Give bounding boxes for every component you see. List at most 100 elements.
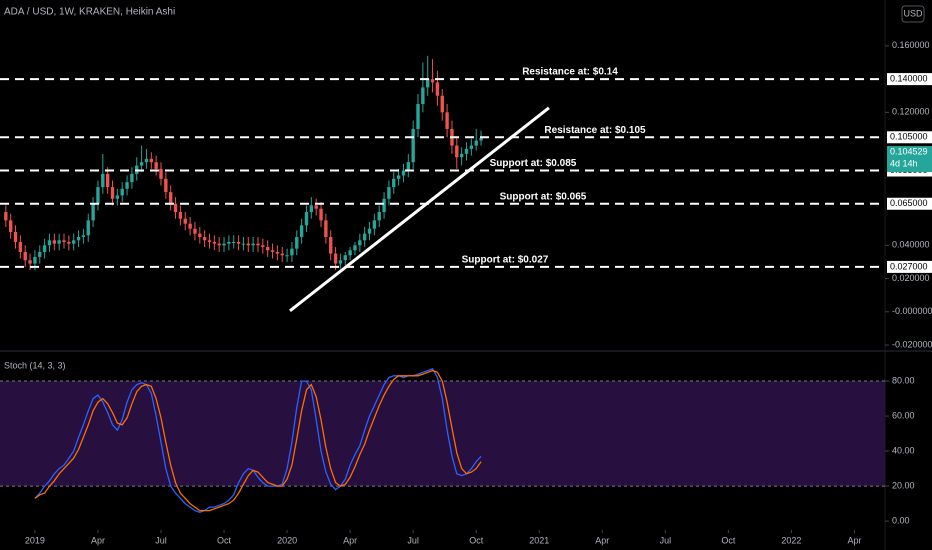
candle-body (406, 162, 411, 171)
chart-title: ADA / USD, 1W, KRAKEN, Heikin Ashi (4, 7, 175, 18)
x-tick-label: Apr (847, 535, 861, 545)
y-tick-label: 20.00 (892, 480, 915, 490)
candle-body (241, 243, 246, 245)
candle-body (314, 205, 318, 209)
candle-body (469, 145, 474, 149)
candle-body (246, 243, 250, 246)
candle-body (421, 87, 425, 105)
last-price-box (887, 146, 932, 173)
y-tick-label: -0.000000 (892, 306, 932, 316)
y-tick-label: 0.160000 (892, 40, 930, 50)
level-axis-label: 0.065000 (890, 198, 928, 208)
level-axis-box (887, 131, 932, 144)
x-tick-label: Apr (343, 535, 357, 545)
candle-body (159, 168, 163, 179)
x-tick-label: Apr (595, 535, 609, 545)
candle-body (367, 228, 372, 234)
candle-body (445, 112, 449, 129)
candle-body (251, 243, 255, 246)
candle-body (377, 212, 381, 221)
y-tick-label: 80.00 (892, 375, 915, 385)
candle-body (33, 256, 37, 264)
y-tick-label: 0.120000 (892, 107, 930, 117)
y-tick-label: 60.00 (892, 410, 915, 420)
level-axis-box (887, 260, 932, 273)
candle-body (8, 220, 13, 233)
candle-body (217, 243, 221, 246)
x-tick-label: 2021 (529, 535, 549, 545)
candle-body (455, 145, 459, 158)
candle-body (299, 225, 304, 237)
candle-body (57, 240, 61, 244)
candle-body (173, 203, 178, 213)
y-tick-label: 40.00 (892, 445, 915, 455)
candle-body (96, 187, 100, 204)
candle-body (430, 79, 435, 83)
level-annotation: Resistance at: $0.105 (544, 125, 646, 136)
candle-body (149, 158, 153, 163)
level-annotation: Support at: $0.027 (462, 255, 549, 266)
candle-body (338, 260, 343, 264)
countdown: 4d 14h (890, 158, 918, 168)
candle-body (401, 170, 406, 176)
candle-body (464, 148, 469, 154)
candle-body (62, 240, 66, 242)
candle-body (396, 175, 401, 179)
x-tick-label: Oct (469, 535, 484, 545)
candle-body (392, 178, 396, 188)
x-tick-label: Jul (660, 535, 672, 545)
y-tick-label: 0.020000 (892, 273, 930, 283)
candle-body (188, 223, 192, 229)
candle-body (202, 236, 207, 241)
candle-body (101, 173, 105, 188)
level-annotation: Resistance at: $0.14 (522, 67, 618, 78)
currency-box[interactable] (901, 5, 925, 23)
level-axis-box (887, 197, 932, 210)
y-tick-label: 0.040000 (892, 240, 930, 250)
candle-body (105, 173, 110, 188)
level-annotation: Support at: $0.065 (500, 191, 587, 202)
candle-body (285, 255, 289, 257)
x-tick-label: Jul (155, 535, 167, 545)
candle-body (435, 82, 440, 96)
candle-body (52, 240, 57, 244)
candle-body (358, 240, 362, 246)
candle-body (23, 251, 27, 261)
candle-body (207, 240, 212, 242)
candle-body (4, 212, 8, 221)
candle-body (426, 79, 430, 88)
candle-body (256, 243, 260, 246)
candle-body (295, 236, 299, 249)
candle-body (372, 220, 377, 229)
candle-body (139, 162, 144, 166)
candle-body (18, 241, 23, 252)
candle-body (86, 220, 90, 236)
candle-body (275, 251, 280, 254)
candle-body (290, 248, 294, 256)
candle-body (479, 138, 483, 141)
candle-body (362, 233, 367, 241)
candle-body (13, 232, 18, 242)
candle-body (232, 241, 236, 243)
candle-body (343, 255, 347, 261)
x-tick-label: 2020 (277, 535, 297, 545)
x-tick-label: Oct (721, 535, 736, 545)
candle-body (270, 250, 275, 252)
candle-body (178, 212, 183, 219)
last-price-label: 0.104529 (890, 146, 928, 156)
x-tick-label: 2022 (781, 535, 801, 545)
level-axis-label: 0.140000 (890, 73, 928, 83)
candle-body (227, 241, 231, 244)
candle-body (222, 243, 226, 246)
candle-body (67, 241, 71, 244)
candle-body (168, 192, 173, 204)
candle-body (459, 153, 464, 158)
candle-body (120, 188, 124, 196)
candle-body (125, 182, 129, 189)
trendline (289, 106, 550, 312)
candle-body (440, 95, 444, 113)
candle-body (324, 220, 328, 237)
currency[interactable]: USD (903, 8, 923, 18)
candle-body (28, 260, 32, 264)
candle-body (38, 251, 42, 257)
